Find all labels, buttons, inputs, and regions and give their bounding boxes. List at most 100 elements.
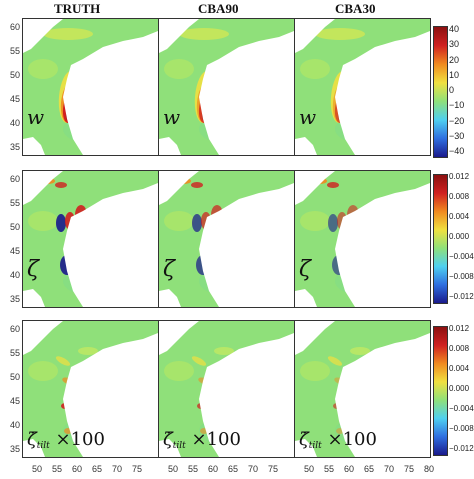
x-tick-label: 60 [208, 464, 219, 474]
field-map [159, 321, 294, 457]
x-tick-label: 50 [168, 464, 179, 474]
y-tick-label: 60 [9, 324, 20, 334]
label-subscript: tilt [36, 441, 50, 451]
panel-zeta-dot-tilt-cba90: ζ̇tilt ×100 [158, 320, 295, 458]
variable-label-w: w [27, 105, 44, 129]
variable-label-zeta-dot-tilt: ζ̇tilt ×100 [299, 429, 377, 451]
x-tick-label: 75 [268, 464, 279, 474]
y-tick-label: 60 [9, 22, 20, 32]
colorbar-tick-label: −0.004 [449, 252, 474, 261]
variable-label-zeta: ζ [27, 257, 39, 282]
colorbar-tick-label: −0.012 [449, 444, 474, 453]
column-title-cba90: CBA90 [198, 1, 239, 16]
label-subscript: tilt [172, 441, 186, 451]
colorbar-tick-label: −0.008 [449, 424, 474, 433]
label-symbol: ζ̇ [27, 429, 37, 450]
variable-label-zeta: ζ [299, 257, 311, 282]
colorbar-tick-label: 10 [449, 69, 460, 80]
y-tick-label: 45 [9, 94, 20, 104]
label-symbol: ζ̇ [163, 429, 173, 450]
panel-w-cba30: w [294, 18, 431, 156]
column-title-cba30: CBA30 [335, 1, 376, 16]
x-tick-label: 55 [324, 464, 335, 474]
x-tick-label: 70 [384, 464, 395, 474]
colorbar-tick-label: 40 [449, 24, 460, 34]
y-tick-label: 60 [9, 174, 20, 184]
field-map [295, 19, 430, 155]
colorbar-tick-label: 0.000 [449, 232, 470, 241]
variable-label-w: w [163, 105, 180, 129]
x-tick-label: 65 [92, 464, 103, 474]
colorbar-tick-label: 0 [449, 85, 455, 95]
label-symbol: w [299, 105, 317, 129]
x-tick-label: 75 [404, 464, 415, 474]
panel-w-cba90: w [158, 18, 295, 156]
y-tick-label: 35 [9, 294, 20, 304]
colorbar-zeta-dot-tilt [433, 326, 448, 456]
y-tick-label: 50 [9, 372, 20, 382]
colorbar-tick-label: −30 [449, 130, 465, 141]
x-tick-label: 70 [112, 464, 123, 474]
colorbar-tick-label: −0.004 [449, 404, 474, 413]
label-symbol: w [163, 105, 181, 129]
colorbar-tick-label: −0.012 [449, 292, 474, 301]
field-map [295, 321, 430, 457]
colorbar-tick-label: 0.000 [449, 384, 470, 393]
colorbar-tick-label: 30 [449, 39, 460, 50]
panel-zeta-dot-tilt-cba30: ζ̇tilt ×100 [294, 320, 431, 458]
colorbar-tick-label: 0.008 [449, 192, 470, 201]
field-map [23, 171, 158, 307]
x-tick-label: 75 [132, 464, 143, 474]
y-tick-label: 35 [9, 142, 20, 152]
y-tick-label: 45 [9, 246, 20, 256]
column-title-truth: TRUTH [54, 1, 101, 16]
field-map [295, 171, 430, 307]
colorbar-tick-label: 0.012 [449, 324, 470, 333]
label-symbol: ζ̇ [299, 429, 309, 450]
colorbar-tick-label: −20 [449, 115, 465, 126]
x-tick-label: 55 [52, 464, 63, 474]
colorbar-tick-label: 20 [449, 54, 460, 65]
label-symbol: ζ [299, 257, 311, 282]
x-tick-label: 60 [72, 464, 83, 474]
y-tick-label: 50 [9, 70, 20, 80]
x-tick-label: 70 [248, 464, 259, 474]
y-tick-label: 40 [9, 118, 20, 128]
colorbar-tick-label: 0.012 [449, 172, 470, 181]
label-symbol: w [27, 105, 45, 129]
y-tick-label: 40 [9, 420, 20, 430]
panel-w-truth: w [22, 18, 159, 156]
x-tick-label: 65 [228, 464, 239, 474]
variable-label-w: w [299, 105, 316, 129]
panel-zeta-cba30: ζ [294, 170, 431, 308]
x-tick-label: 50 [32, 464, 43, 474]
label-suffix: ×100 [185, 429, 241, 450]
x-tick-label: 50 [304, 464, 315, 474]
variable-label-zeta-dot-tilt: ζ̇tilt ×100 [163, 429, 241, 451]
x-tick-label: 80 [424, 464, 435, 474]
colorbar-tick-label: −0.008 [449, 272, 474, 281]
y-tick-label: 50 [9, 222, 20, 232]
y-tick-label: 55 [9, 198, 20, 208]
label-symbol: ζ [163, 257, 175, 282]
variable-label-zeta-dot-tilt: ζ̇tilt ×100 [27, 429, 105, 451]
colorbar-tick-label: 0.004 [449, 212, 470, 221]
field-map [159, 19, 294, 155]
x-tick-label: 65 [364, 464, 375, 474]
colorbar-tick-label: −40 [449, 146, 465, 156]
field-map [23, 19, 158, 155]
label-symbol: ζ [27, 257, 39, 282]
label-suffix: ×100 [321, 429, 377, 450]
colorbar-tick-label: −10 [449, 100, 465, 111]
field-map [159, 171, 294, 307]
colorbar-tick-label: 0.008 [449, 344, 470, 353]
y-tick-label: 55 [9, 348, 20, 358]
label-subscript: tilt [308, 441, 322, 451]
variable-label-zeta: ζ [163, 257, 175, 282]
label-suffix: ×100 [49, 429, 105, 450]
y-tick-label: 55 [9, 46, 20, 56]
y-tick-label: 45 [9, 396, 20, 406]
field-map [23, 321, 158, 457]
colorbar-tick-label: 0.004 [449, 364, 470, 373]
panel-zeta-dot-tilt-truth: ζ̇tilt ×100 [22, 320, 159, 458]
